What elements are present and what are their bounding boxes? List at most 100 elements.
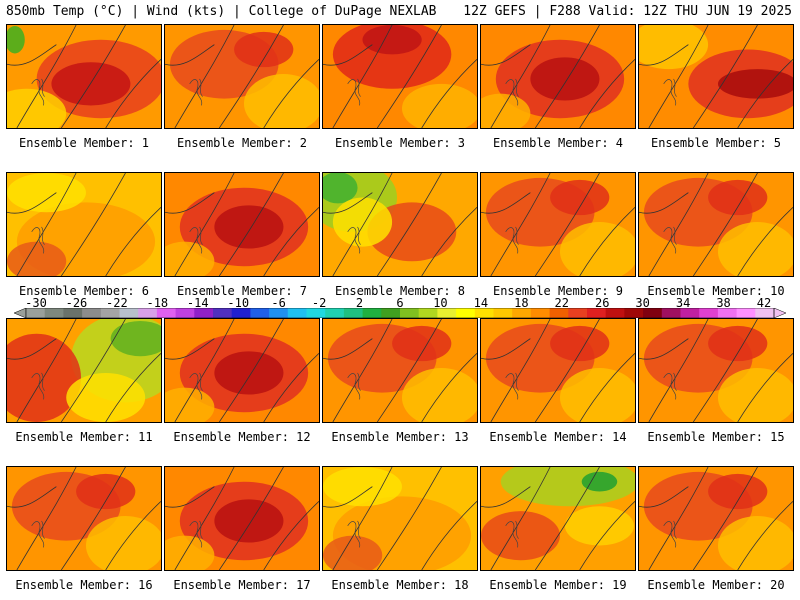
colorbar-swatch <box>474 308 494 318</box>
ensemble-map-17 <box>164 466 320 571</box>
ensemble-map-15 <box>638 318 794 423</box>
height-contour <box>490 467 551 570</box>
ensemble-member-caption: Ensemble Member: 16 <box>15 578 153 592</box>
colorbar-swatch <box>250 308 270 318</box>
ensemble-member-caption: Ensemble Member: 10 <box>647 284 785 298</box>
colorbar-tick-label: 18 <box>514 296 529 310</box>
colorbar-tick-label: -14 <box>186 296 209 310</box>
height-contour <box>639 44 689 66</box>
terrain-outline <box>189 78 203 106</box>
colorbar-swatch <box>63 308 83 318</box>
height-contour <box>579 207 635 276</box>
colorbar-swatch <box>269 308 289 318</box>
ensemble-member-caption: Ensemble Member: 14 <box>489 430 627 444</box>
ensemble-map-14 <box>480 318 636 423</box>
height-contour <box>534 467 600 570</box>
colorbar-left-arrow <box>14 308 27 318</box>
height-contour <box>421 207 477 276</box>
height-contour <box>16 319 77 422</box>
terrain-outline <box>505 78 519 106</box>
height-contour <box>174 467 235 570</box>
temperature-field <box>164 318 320 423</box>
ensemble-map-2 <box>164 24 320 129</box>
colorbar-tick-label: 10 <box>433 296 448 310</box>
temperature-field <box>638 318 794 423</box>
colorbar-right-arrow <box>773 308 786 318</box>
colorbar-tick-label: 6 <box>396 296 404 310</box>
height-contour <box>376 173 442 276</box>
height-contour <box>60 173 126 276</box>
height-contour <box>165 192 215 214</box>
temperature-field <box>322 466 478 571</box>
temperature-field <box>638 466 794 571</box>
height-contour <box>323 486 373 508</box>
ensemble-member-caption: Ensemble Member: 19 <box>489 578 627 592</box>
height-contour <box>218 467 284 570</box>
colorbar-swatch <box>717 308 738 318</box>
colorbar-swatch <box>194 308 214 318</box>
height-contour <box>648 25 709 128</box>
colorbar-swatch <box>100 308 120 318</box>
height-contour <box>579 501 635 570</box>
ensemble-member-caption: Ensemble Member: 18 <box>331 578 469 592</box>
header-left: 850mb Temp (°C) | Wind (kts) | College o… <box>6 4 437 19</box>
ensemble-member-caption: Ensemble Member: 7 <box>176 284 308 298</box>
colorbar-swatch <box>400 308 420 318</box>
terrain-outline <box>347 372 361 400</box>
ensemble-member-caption: Ensemble Member: 15 <box>647 430 785 444</box>
terrain-outline <box>505 372 519 400</box>
ensemble-map-12 <box>164 318 320 423</box>
height-contour <box>263 59 319 128</box>
ensemble-member-caption: Ensemble Member: 11 <box>15 430 153 444</box>
colorbar-swatch <box>456 308 476 318</box>
colorbar-tick-label: -30 <box>25 296 47 310</box>
height-contour <box>692 467 758 570</box>
colorbar-tick-label: -6 <box>271 296 286 310</box>
height-contour <box>692 319 758 422</box>
ensemble-member-caption: Ensemble Member: 6 <box>18 284 150 298</box>
height-contour <box>323 338 373 360</box>
terrain-outline <box>189 520 203 548</box>
height-contour <box>323 192 373 214</box>
ensemble-member-caption: Ensemble Member: 13 <box>331 430 469 444</box>
height-contour <box>16 467 77 570</box>
terrain-outline <box>31 520 45 548</box>
height-contour <box>60 319 126 422</box>
height-contour <box>105 207 161 276</box>
ensemble-member-caption: Ensemble Member: 1 <box>18 136 150 150</box>
ensemble-member-caption: Ensemble Member: 9 <box>492 284 624 298</box>
height-contour <box>648 319 709 422</box>
temperature-field <box>6 24 162 129</box>
height-contour <box>332 25 393 128</box>
colorbar-swatch <box>512 308 532 318</box>
height-contour <box>7 192 57 214</box>
colorbar-swatch <box>156 308 177 318</box>
colorbar-swatch <box>44 308 64 318</box>
height-contour <box>421 59 477 128</box>
temperature-field <box>164 172 320 277</box>
ensemble-map-4 <box>480 24 636 129</box>
ensemble-map-5 <box>638 24 794 129</box>
height-contour <box>639 192 689 214</box>
temperature-field <box>480 466 636 571</box>
ensemble-map-6 <box>6 172 162 277</box>
height-contour <box>481 486 531 508</box>
colorbar-swatch <box>26 308 46 318</box>
ensemble-member-caption: Ensemble Member: 2 <box>176 136 308 150</box>
ensemble-member-caption: Ensemble Member: 4 <box>492 136 624 150</box>
terrain-outline <box>505 226 519 254</box>
colorbar-tick-label: 34 <box>675 296 691 310</box>
height-contour <box>737 501 793 570</box>
ensemble-member-caption: Ensemble Member: 20 <box>647 578 785 592</box>
temperature-field <box>6 172 162 277</box>
colorbar <box>14 308 786 318</box>
colorbar-swatch <box>643 308 663 318</box>
ensemble-map-18 <box>322 466 478 571</box>
colorbar-swatch <box>381 308 401 318</box>
height-contour <box>165 44 215 66</box>
colorbar-swatch <box>325 308 345 318</box>
height-contour <box>105 353 161 422</box>
colorbar-swatch <box>82 308 102 318</box>
terrain-outline <box>347 78 361 106</box>
height-contour <box>376 25 442 128</box>
